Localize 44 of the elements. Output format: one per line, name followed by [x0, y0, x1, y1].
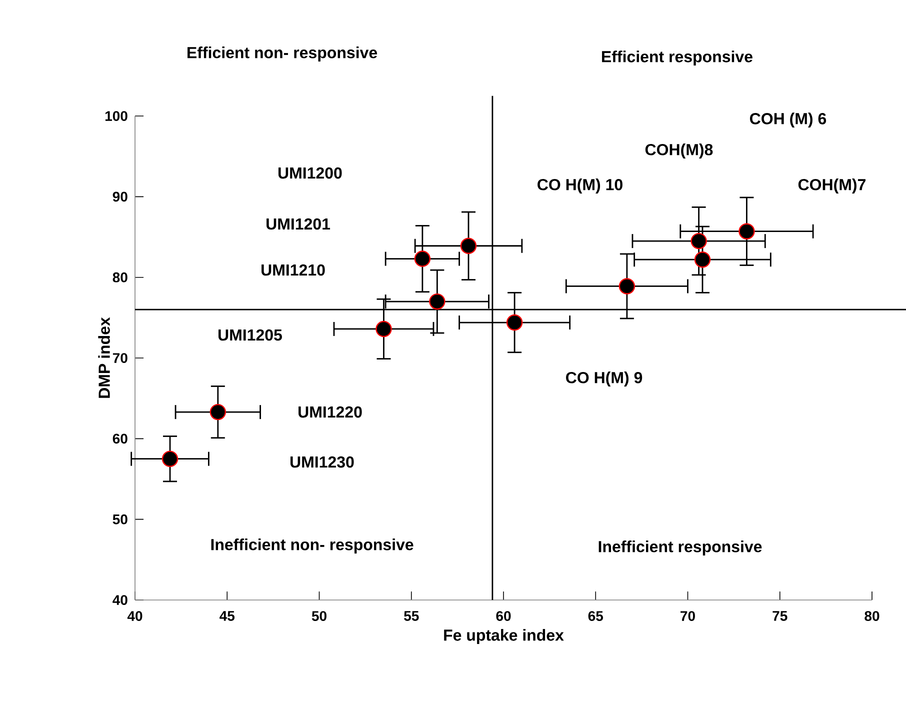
annotation: UMI1220 [298, 406, 362, 418]
point [414, 250, 431, 267]
y-tick-label: 40 [112, 595, 128, 605]
point [460, 238, 477, 254]
text: Efficient non- responsive [188, 46, 378, 62]
x-tick-label: 60 [496, 611, 511, 621]
annotation: UMI1210 [262, 264, 325, 276]
annotation: COH(M)7 [798, 178, 866, 194]
y-tick-label: 70 [112, 353, 128, 363]
point [694, 251, 711, 268]
point [738, 223, 755, 240]
x-tick-label: 75 [772, 611, 788, 621]
x-tick-label: 50 [312, 611, 326, 621]
x-tick-label: 80 [864, 611, 880, 621]
annotation: UMI1230 [290, 456, 354, 468]
x-tick-label: 65 [588, 611, 604, 621]
annotation: Inefficient non- responsive [211, 538, 414, 554]
point [618, 278, 636, 294]
annotation: COH (M) 6 [750, 112, 826, 128]
annotation: CO H(M) 10 [538, 178, 622, 194]
y-tick-label: 80 [112, 272, 128, 282]
text: Efficient responsive [602, 50, 752, 66]
y-axis-title: DMP index [98, 317, 110, 398]
annotation: UMI1200 [278, 167, 342, 179]
x-tick-label: 70 [680, 611, 695, 621]
annotation: Inefficient responsive [598, 540, 762, 556]
point [690, 232, 707, 250]
point [210, 404, 226, 420]
point [162, 450, 178, 467]
point [506, 314, 523, 331]
annotation: UMI1205 [218, 329, 282, 341]
point [376, 320, 392, 338]
y-tick-label: 100 [105, 111, 128, 121]
annotation: UMI1201 [266, 218, 330, 230]
annotation: COH(M)8 [645, 144, 713, 158]
y-tick-label: 90 [112, 192, 128, 202]
x-axis-title: Fe uptake index [444, 629, 564, 644]
annotation: CO H(M) 9 [566, 372, 642, 386]
x-tick-label: 45 [220, 611, 235, 621]
y-tick-label: 50 [112, 514, 128, 524]
x-tick-label: 55 [404, 611, 419, 621]
x-tick-label: 40 [127, 611, 142, 621]
y-tick-label: 60 [112, 434, 128, 444]
point [429, 293, 446, 310]
